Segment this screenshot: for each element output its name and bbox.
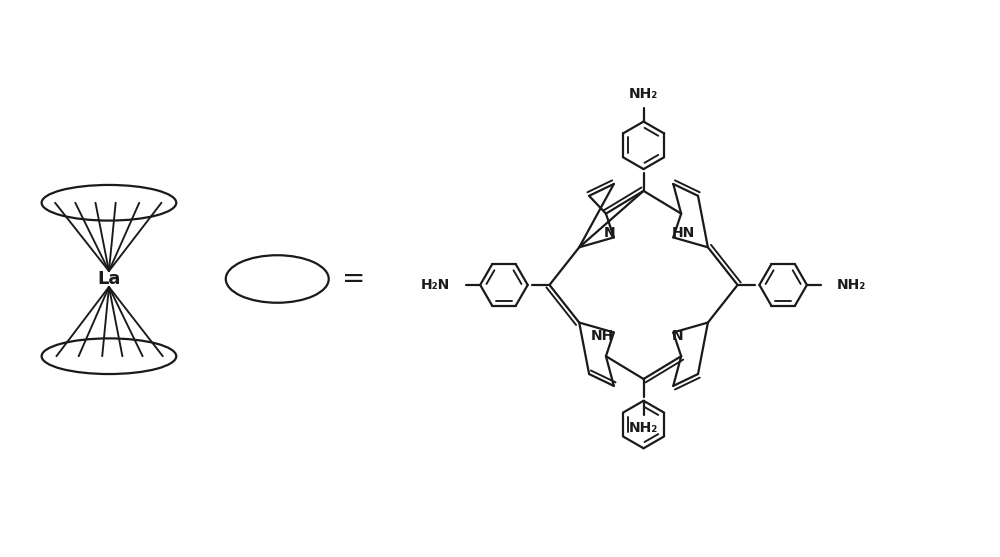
Text: La: La (97, 270, 121, 288)
Text: =: = (342, 265, 365, 293)
Text: NH₂: NH₂ (837, 278, 866, 292)
Text: NH₂: NH₂ (629, 87, 658, 101)
Text: NH: NH (590, 329, 614, 344)
Text: NH₂: NH₂ (629, 422, 658, 436)
Ellipse shape (42, 339, 176, 374)
Ellipse shape (226, 255, 329, 303)
Text: H₂N: H₂N (421, 278, 450, 292)
Ellipse shape (42, 185, 176, 221)
Text: N: N (671, 329, 683, 344)
Text: N: N (604, 227, 616, 241)
Text: HN: HN (672, 227, 695, 241)
